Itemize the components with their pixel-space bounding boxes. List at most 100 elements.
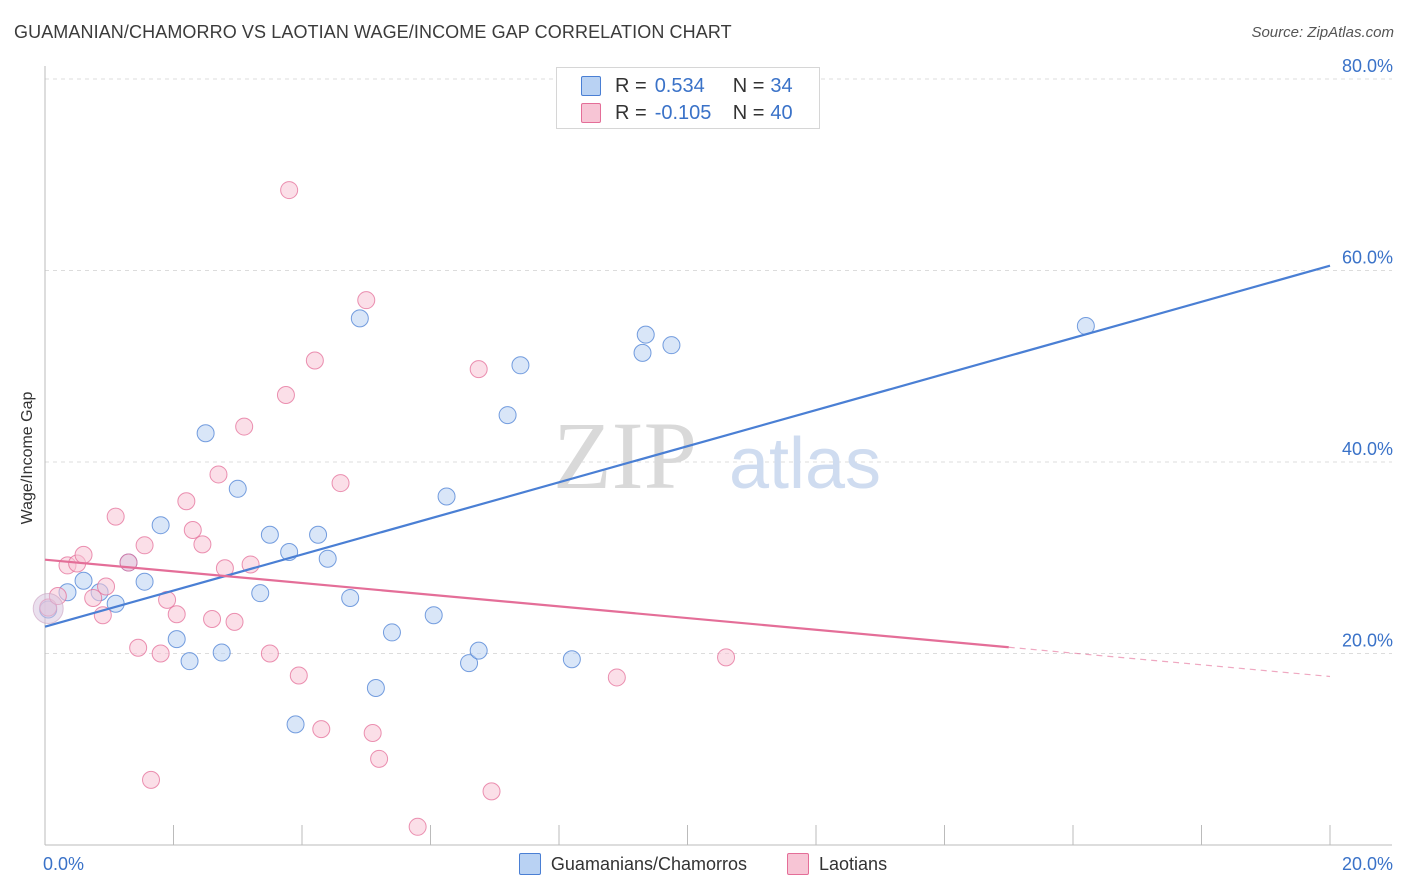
data-point [312, 720, 331, 739]
legend-item-guamanians[interactable]: Guamanians/Chamorros [518, 853, 748, 875]
data-point [469, 641, 488, 660]
data-point [129, 638, 148, 657]
legend-swatch-guamanians [581, 76, 601, 96]
data-point [363, 723, 382, 742]
data-point [97, 577, 116, 596]
data-point [193, 535, 212, 554]
data-point [135, 536, 154, 555]
data-point [280, 181, 299, 200]
data-point [350, 309, 369, 328]
legend-swatch-laotians [787, 853, 810, 875]
data-point [196, 424, 215, 443]
data-point [180, 652, 199, 671]
legend-row-laotians: R = -0.105 N = 40 [581, 101, 793, 125]
data-point [366, 678, 385, 697]
data-point-cluster [32, 592, 64, 624]
watermark-atlas: atlas [729, 424, 881, 504]
data-point [177, 492, 196, 511]
data-point [662, 336, 681, 355]
legend-r-label: R = [615, 74, 647, 97]
watermark-zip: ZIP [553, 402, 697, 509]
trend-line-laotians [44, 558, 1009, 649]
legend-r-value: 0.534 [654, 74, 705, 97]
data-point [151, 516, 170, 535]
data-point [309, 525, 328, 544]
tick-labels: 20.0% 40.0% 60.0% 80.0% 0.0% 20.0% [43, 56, 1393, 874]
data-point [408, 817, 427, 836]
data-point [511, 356, 530, 375]
legend-row-guamanians: R = 0.534 N = 34 [581, 74, 793, 98]
data-point [260, 644, 279, 663]
data-point [183, 520, 202, 539]
data-point [289, 666, 308, 685]
legend-n-label: N = [732, 74, 765, 97]
data-point [331, 474, 350, 493]
legend-r-value: -0.105 [654, 101, 712, 124]
data-point [318, 549, 337, 568]
watermark: ZIP atlas [553, 402, 881, 509]
data-point [209, 465, 228, 484]
data-point [135, 572, 154, 591]
data-point [482, 782, 501, 801]
source-label: Source: ZipAtlas.com [1251, 24, 1394, 41]
data-point [74, 545, 93, 564]
legend-label-laotians: Laotians [819, 853, 888, 874]
data-point [370, 749, 389, 768]
y-tick-label: 20.0% [1342, 631, 1393, 651]
data-point [151, 644, 170, 663]
data-point [106, 507, 125, 526]
series-legend: Guamanians/Chamorros Laotians [0, 852, 1406, 876]
axes [44, 66, 1392, 846]
legend-swatch-guamanians [518, 853, 541, 875]
data-point [633, 343, 652, 362]
data-point [469, 360, 488, 379]
legend-item-laotians[interactable]: Laotians [787, 853, 887, 875]
x-tick-label: 20.0% [1342, 854, 1393, 874]
data-point [717, 648, 736, 667]
data-point [228, 479, 247, 498]
data-point [260, 525, 279, 544]
data-point [251, 584, 270, 603]
data-point [437, 487, 456, 506]
data-point [424, 606, 443, 625]
data-points [32, 181, 1095, 836]
chart-title: GUAMANIAN/CHAMORRO VS LAOTIAN WAGE/INCOM… [14, 22, 732, 42]
data-point [562, 650, 581, 669]
data-point [235, 417, 254, 436]
legend-n-label: N = [732, 101, 765, 124]
series-guamanians [39, 309, 1095, 734]
legend-r-label: R = [615, 101, 647, 124]
legend-label-guamanians: Guamanians/Chamorros [550, 853, 748, 874]
legend-swatch-laotians [581, 103, 601, 123]
legend-n-value: 34 [770, 74, 793, 97]
data-point [607, 668, 626, 687]
legend-n-value: 40 [770, 101, 793, 124]
data-point [286, 715, 305, 734]
y-tick-label: 80.0% [1342, 56, 1393, 76]
data-point [74, 571, 93, 590]
data-point [636, 325, 655, 344]
data-point [142, 770, 161, 789]
data-point [498, 406, 517, 425]
data-point [382, 623, 401, 642]
data-point [212, 643, 231, 662]
y-tick-label: 60.0% [1342, 248, 1393, 268]
data-point [276, 385, 295, 404]
data-point [203, 610, 222, 629]
trend-line-extension [1008, 646, 1331, 678]
data-point [167, 630, 186, 649]
trend-line-guamanians [44, 264, 1331, 628]
data-point [225, 612, 244, 631]
data-point [357, 291, 376, 310]
stats-legend: R = 0.534 N = 34 R = -0.105 N = 40 [556, 67, 820, 129]
trend-lines [44, 264, 1331, 678]
data-point [167, 605, 186, 624]
data-point [341, 588, 360, 607]
data-point [305, 351, 324, 370]
series-laotians [39, 181, 736, 836]
data-point [84, 588, 103, 607]
data-point [460, 654, 479, 673]
x-tick-label: 0.0% [43, 854, 84, 874]
y-tick-label: 40.0% [1342, 439, 1393, 459]
